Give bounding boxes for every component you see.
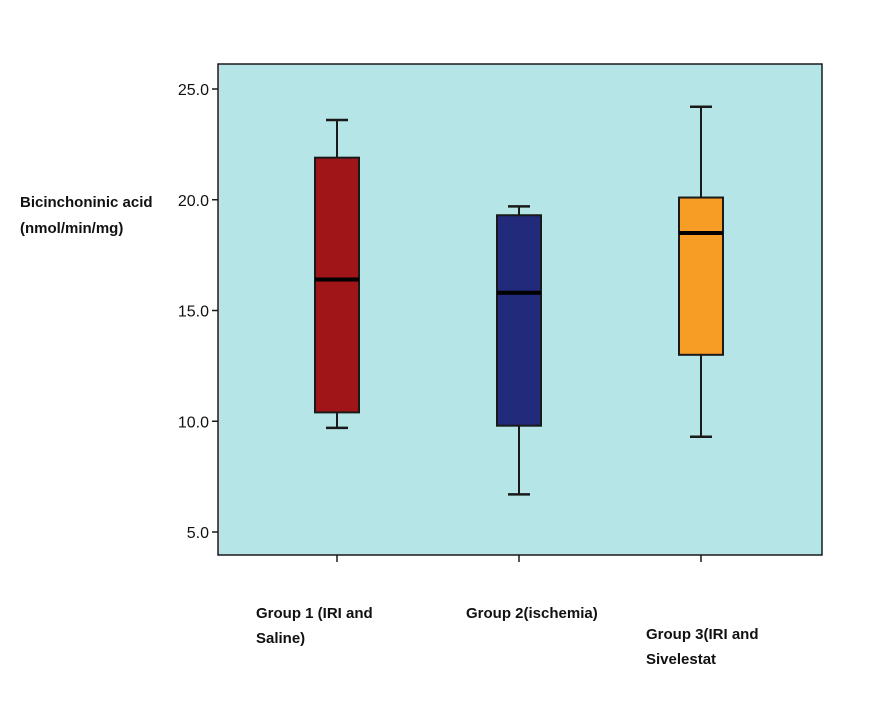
category-label-group-2-line-1: Group 2(ischemia) bbox=[466, 605, 598, 622]
category-label-group-3: Group 3(IRI and Sivelestat bbox=[646, 622, 759, 672]
y-axis-label-line-1: Bicinchoninic acid bbox=[20, 194, 153, 211]
category-label-group-1-line-1: Group 1 (IRI and bbox=[256, 605, 373, 622]
y-tick-label: 5.0 bbox=[187, 525, 209, 542]
y-axis: 5.0 10.0 15.0 20.0 25.0 bbox=[178, 82, 218, 542]
category-label-group-3-line-1: Group 3(IRI and bbox=[646, 626, 759, 643]
iqr-box bbox=[678, 196, 724, 356]
y-tick-label: 25.0 bbox=[178, 82, 209, 99]
box-group-2 bbox=[496, 205, 542, 496]
box-group-3 bbox=[678, 105, 724, 439]
y-tick-label: 10.0 bbox=[178, 414, 209, 431]
box-series bbox=[314, 105, 724, 496]
iqr-box bbox=[314, 156, 360, 414]
iqr-box bbox=[496, 214, 542, 427]
y-tick-label: 15.0 bbox=[178, 304, 209, 321]
box-group-1 bbox=[314, 118, 360, 430]
y-axis-label: Bicinchoninic acid (nmol/min/mg) bbox=[20, 190, 153, 242]
category-label-group-2: Group 2(ischemia) bbox=[466, 601, 598, 626]
y-axis-label-line-2: (nmol/min/mg) bbox=[20, 220, 124, 237]
x-axis bbox=[336, 555, 702, 562]
category-label-group-1-line-2: Saline) bbox=[256, 630, 306, 647]
category-label-group-3-line-2: Sivelestat bbox=[646, 651, 717, 668]
category-label-group-1: Group 1 (IRI and Saline) bbox=[256, 601, 373, 651]
y-tick-label: 20.0 bbox=[178, 193, 209, 210]
